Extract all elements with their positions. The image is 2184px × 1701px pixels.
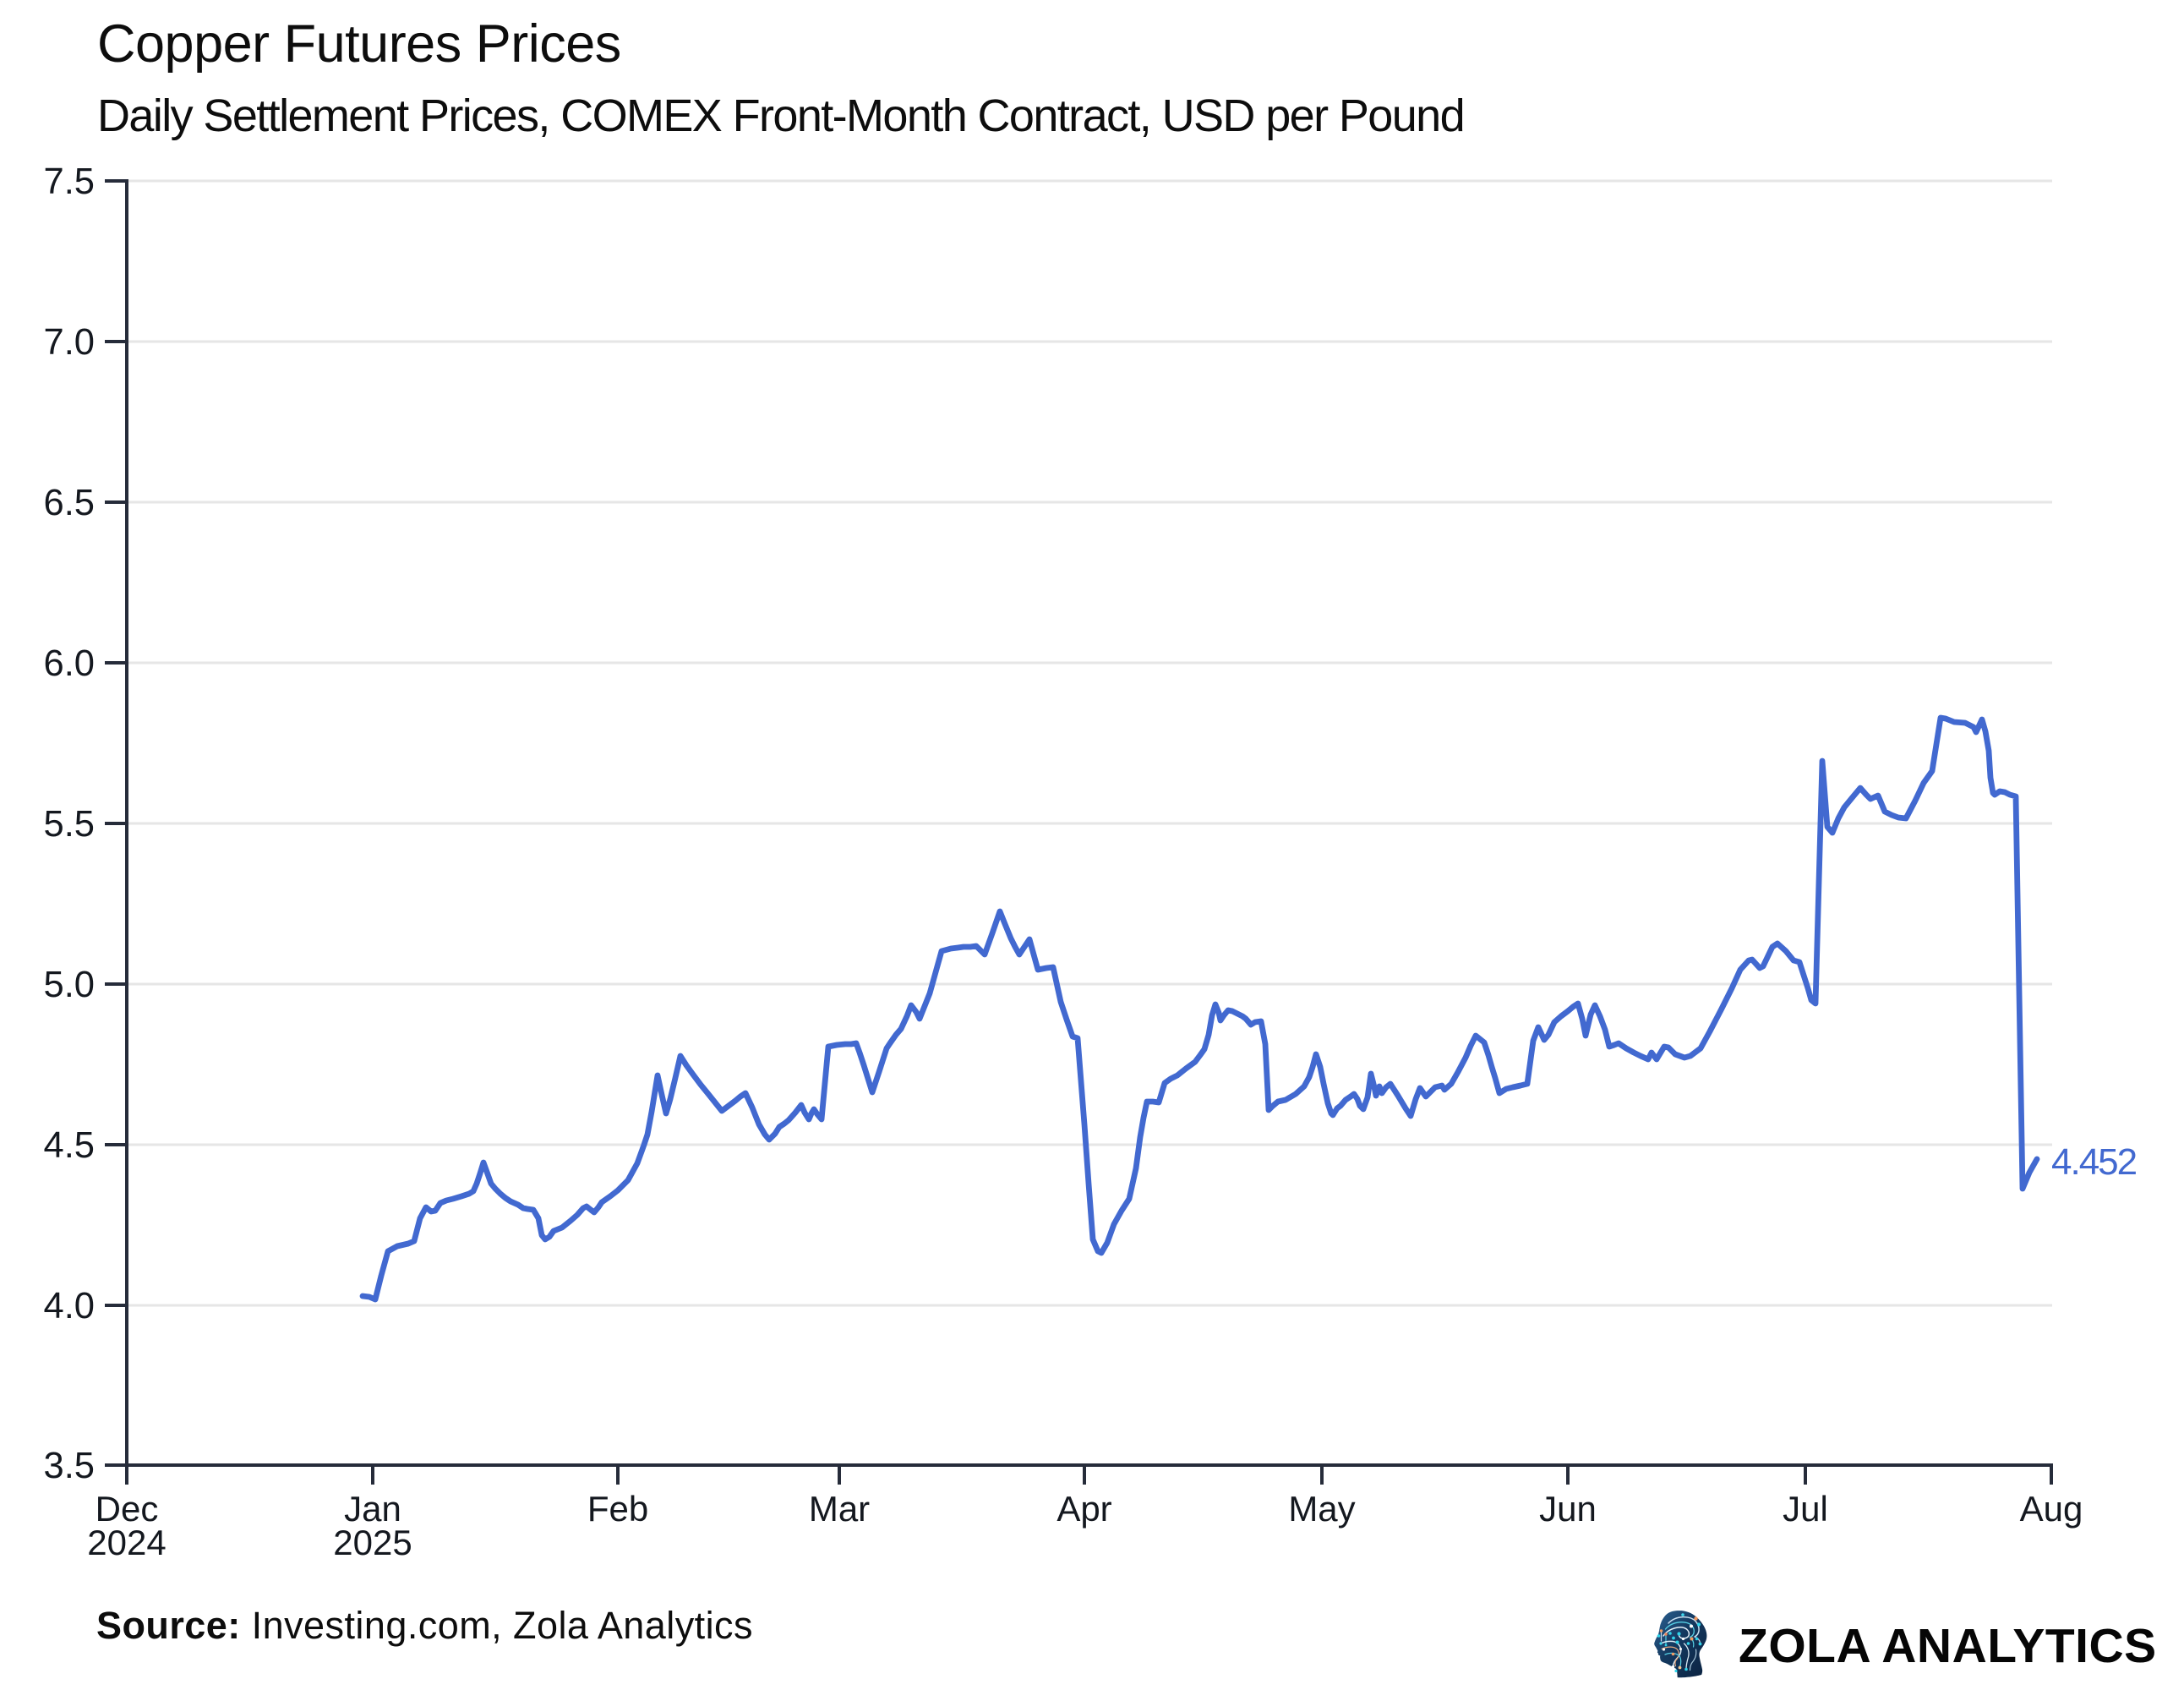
svg-text:2025: 2025 <box>333 1523 412 1562</box>
svg-text:2024: 2024 <box>87 1523 166 1562</box>
svg-text:4.0: 4.0 <box>44 1286 95 1326</box>
svg-text:5.5: 5.5 <box>44 804 95 845</box>
svg-text:Source: Investing.com, Zola An: Source: Investing.com, Zola Analytics <box>96 1604 753 1647</box>
svg-text:7.0: 7.0 <box>44 322 95 363</box>
svg-text:Dec: Dec <box>96 1489 159 1529</box>
svg-text:6.5: 6.5 <box>44 483 95 523</box>
svg-text:Copper Futures Prices: Copper Futures Prices <box>97 14 621 74</box>
svg-text:Daily Settlement Prices, COMEX: Daily Settlement Prices, COMEX Front-Mon… <box>97 90 1464 141</box>
svg-text:ZOLA ANALYTICS: ZOLA ANALYTICS <box>1739 1619 2157 1673</box>
svg-text:May: May <box>1288 1489 1355 1529</box>
svg-text:Aug: Aug <box>2020 1489 2083 1529</box>
svg-text:Feb: Feb <box>587 1489 648 1529</box>
svg-text:4.5: 4.5 <box>44 1125 95 1166</box>
svg-text:Mar: Mar <box>809 1489 870 1529</box>
svg-text:Jul: Jul <box>1783 1489 1828 1529</box>
svg-text:3.5: 3.5 <box>44 1446 95 1486</box>
svg-text:Jun: Jun <box>1539 1489 1597 1529</box>
svg-text:4.452: 4.452 <box>2051 1141 2137 1183</box>
svg-text:Apr: Apr <box>1057 1489 1111 1529</box>
svg-text:6.0: 6.0 <box>44 643 95 684</box>
svg-text:7.5: 7.5 <box>44 161 95 202</box>
svg-text:5.0: 5.0 <box>44 965 95 1005</box>
svg-text:Jan: Jan <box>344 1489 401 1529</box>
